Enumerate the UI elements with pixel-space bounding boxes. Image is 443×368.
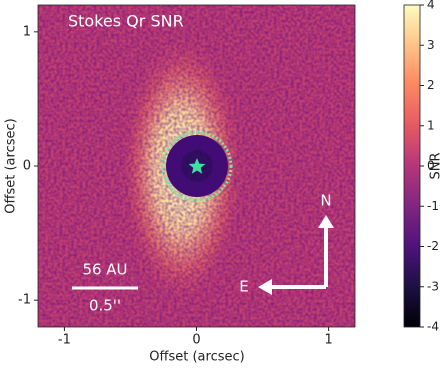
x-tick-label: 1 <box>324 333 332 348</box>
colorbar-tick-label: -3 <box>427 279 439 293</box>
colorbar-tick-label: -4 <box>427 320 439 334</box>
scale-bar-bottom: 0.5'' <box>89 297 121 315</box>
colorbar-tick-label: 0 <box>427 159 435 173</box>
y-tick-label: 1 <box>23 24 31 39</box>
compass-north: N <box>320 192 331 210</box>
scale-bar-top: 56 AU <box>82 261 127 279</box>
y-tick-label: 0 <box>23 159 31 174</box>
colorbar-tick-label: -1 <box>427 199 439 213</box>
compass-heads <box>258 215 334 295</box>
colorbar-label: SNR <box>429 152 443 179</box>
compass-arms <box>270 226 328 289</box>
colorbar-tick-label: 3 <box>427 38 435 52</box>
chart-title: Stokes Qr SNR <box>68 12 184 31</box>
colorbar-tick-label: -2 <box>427 239 439 253</box>
compass-east: E <box>239 278 248 296</box>
x-tick-label: 0 <box>192 333 200 348</box>
scale-bar: 56 AU 0.5'' <box>72 261 138 315</box>
image <box>38 5 355 327</box>
colorbar-tick-label: 1 <box>427 118 435 132</box>
y-axis-label: Offset (arcsec) <box>4 118 19 213</box>
y-tick-label: -1 <box>18 293 31 308</box>
colorbar <box>403 4 421 328</box>
compass: N E <box>239 192 334 296</box>
x-tick-label: -1 <box>58 333 71 348</box>
colorbar-tick-label: 4 <box>427 0 435 12</box>
x-axis-label: Offset (arcsec) <box>149 350 244 365</box>
colorbar-tick-label: 2 <box>427 78 435 92</box>
